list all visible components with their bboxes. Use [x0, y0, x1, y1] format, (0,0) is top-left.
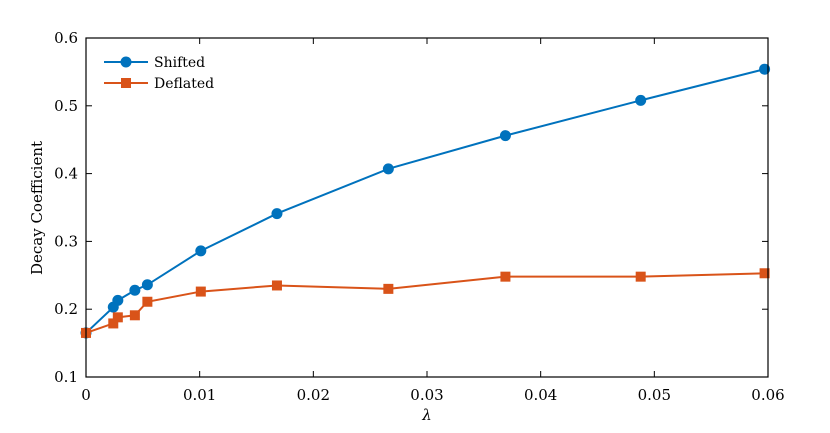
- y-tick-label: 0.2: [54, 300, 78, 318]
- x-tick-label: 0.06: [751, 386, 784, 404]
- data-point-deflated: [759, 268, 770, 279]
- series-layer: [80, 63, 771, 339]
- y-tick-label: 0.6: [54, 29, 78, 47]
- y-tick-label: 0.1: [54, 368, 78, 386]
- x-tick-label: 0: [81, 386, 91, 404]
- data-point-shifted: [271, 208, 283, 220]
- legend-marker-shifted: [120, 56, 132, 68]
- data-point-shifted: [635, 94, 647, 106]
- data-point-deflated: [129, 310, 140, 321]
- data-point-shifted: [499, 130, 511, 142]
- data-point-deflated: [108, 318, 119, 329]
- x-tick-label: 0.03: [410, 386, 443, 404]
- data-point-shifted: [195, 245, 207, 257]
- legend-marker-deflated: [121, 78, 131, 88]
- legend-label-deflated: Deflated: [154, 76, 214, 92]
- y-tick-label: 0.4: [54, 165, 78, 183]
- data-point-deflated: [112, 312, 123, 323]
- data-point-shifted: [382, 163, 394, 175]
- data-point-deflated: [383, 283, 394, 294]
- data-point-deflated: [271, 280, 282, 291]
- x-tick-label: 0.04: [524, 386, 557, 404]
- legend-label-shifted: Shifted: [154, 55, 205, 71]
- data-point-deflated: [500, 271, 511, 282]
- data-point-shifted: [141, 279, 153, 291]
- x-tick-label: 0.01: [183, 386, 216, 404]
- y-tick-label: 0.3: [54, 232, 78, 250]
- data-point-shifted: [759, 63, 771, 75]
- series-line-deflated: [85, 272, 765, 334]
- ticks-layer: 0 0.01 0.02 0.03 0.04 0.05 0.06 0.1 0.2 0.3 0.4 0.5…: [54, 29, 785, 404]
- y-tick-label: 0.5: [54, 97, 78, 115]
- data-point-deflated: [142, 296, 153, 307]
- data-point-deflated: [635, 271, 646, 282]
- x-tick-label: 0.05: [638, 386, 671, 404]
- data-point-shifted: [112, 294, 124, 306]
- y-axis-label: Decay Coefficient: [28, 141, 46, 275]
- legend: Shifted Deflated: [96, 48, 222, 96]
- data-point-deflated: [195, 286, 206, 297]
- x-tick-label: 0.02: [297, 386, 330, 404]
- x-axis-label: λ: [421, 406, 432, 424]
- legend-box: [96, 48, 222, 96]
- data-point-shifted: [129, 284, 141, 296]
